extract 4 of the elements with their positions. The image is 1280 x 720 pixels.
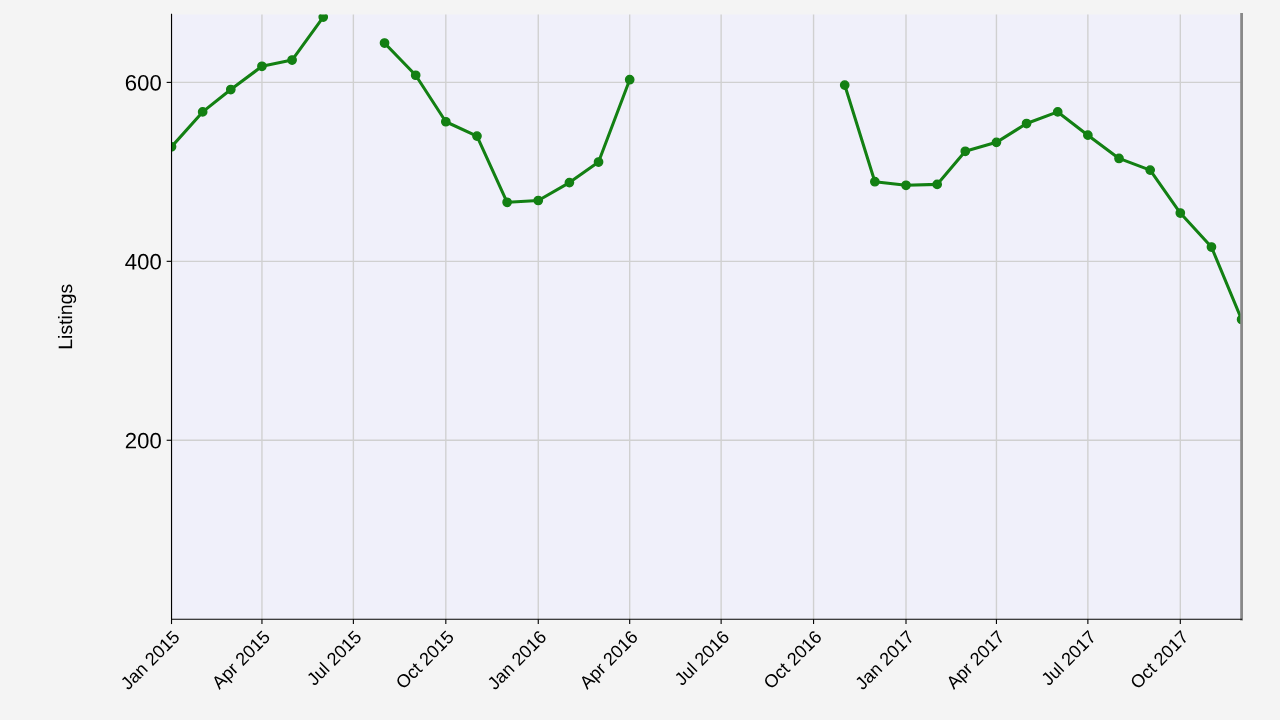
- y-tick-label: 600: [125, 74, 161, 91]
- y-tick-label: 200: [125, 432, 161, 449]
- y-axis-title: Listings: [57, 284, 77, 349]
- y-tick-label: 400: [125, 253, 161, 270]
